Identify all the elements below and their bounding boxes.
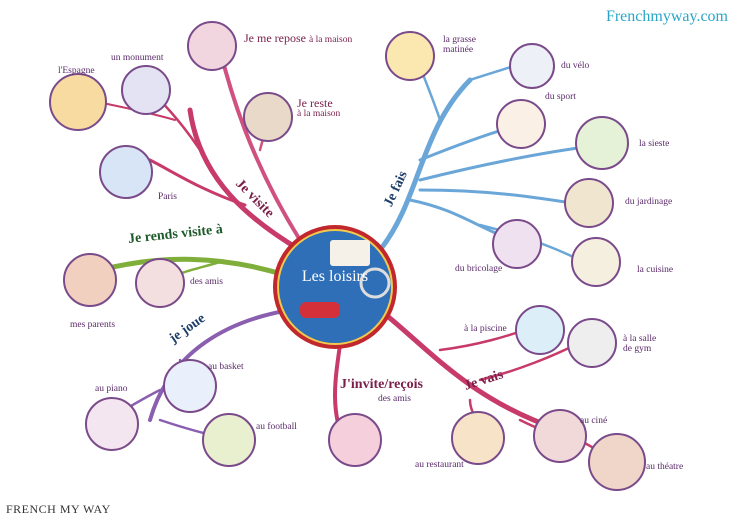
img-piscine: [515, 305, 565, 355]
branch-rends-line: [97, 256, 288, 278]
img-piano: [85, 397, 139, 451]
label-salle: à la salle de gym: [623, 334, 657, 354]
img-espagne: [49, 73, 107, 131]
img-sport: [496, 99, 546, 149]
label-restaurant: au restaurant: [415, 460, 464, 470]
label-football: au football: [256, 422, 297, 432]
shoes-icon: [300, 302, 340, 318]
label-espagne: l'Espagne: [58, 66, 95, 76]
label-cine: au ciné: [580, 416, 608, 426]
label-sport: du sport: [545, 92, 576, 102]
label-basket: au basket: [208, 362, 244, 372]
label-bricolage: du bricolage: [455, 264, 503, 274]
img-reste: [243, 92, 293, 142]
label-repose: Je me repose à la maison: [244, 31, 353, 45]
img-parents: [63, 253, 117, 307]
label-velo: du vélo: [561, 61, 590, 71]
label-grasse: la grasse matinée: [443, 35, 476, 55]
img-sieste: [575, 116, 629, 170]
img-repose: [187, 21, 237, 71]
img-basket: [163, 359, 217, 413]
label-monument: un monument: [111, 53, 164, 63]
label-piscine: à la piscine: [464, 324, 507, 334]
center-title: Les loisirs: [301, 268, 369, 285]
img-cuisine: [571, 237, 621, 287]
site-url[interactable]: Frenchmyway.com: [605, 8, 728, 25]
label-invite-amis: des amis: [378, 394, 411, 404]
img-cine: [533, 409, 587, 463]
racket-icon: [359, 267, 391, 299]
img-velo: [509, 43, 555, 89]
img-gym: [567, 318, 617, 368]
label-sieste: la sieste: [639, 139, 670, 149]
img-football: [202, 413, 256, 467]
img-theatre: [588, 433, 646, 491]
img-monument: [121, 65, 171, 115]
img-invite: [328, 413, 382, 467]
branch-fais-line: [377, 77, 473, 253]
label-des-amis: des amis: [190, 277, 223, 287]
label-parents: mes parents: [70, 320, 116, 330]
img-restaurant: [451, 411, 505, 465]
img-amis: [135, 258, 185, 308]
branch-visite-line: [187, 107, 303, 253]
label-reste: Je reste à la maison: [297, 96, 341, 119]
label-cuisine: la cuisine: [637, 265, 674, 275]
branch-fais-jardinage: [418, 188, 587, 207]
label-piano: au piano: [95, 384, 128, 394]
img-grasse: [385, 31, 435, 81]
branch-label-invite: J'invite/reçois: [340, 377, 423, 392]
label-paris: Paris: [158, 192, 177, 202]
branch-vais-line: [377, 307, 563, 433]
brand-logo: FRENCH MY WAY: [6, 502, 111, 516]
img-paris: [99, 145, 153, 199]
branch-joue-line: [148, 308, 292, 422]
img-bricolage: [492, 219, 542, 269]
center-node: [273, 225, 397, 349]
label-jardinage: du jardinage: [625, 197, 673, 207]
branch-visite-paris: [148, 158, 247, 207]
img-jardinage: [564, 178, 614, 228]
label-theatre: au théatre: [646, 462, 684, 472]
book-icon: [330, 240, 370, 266]
